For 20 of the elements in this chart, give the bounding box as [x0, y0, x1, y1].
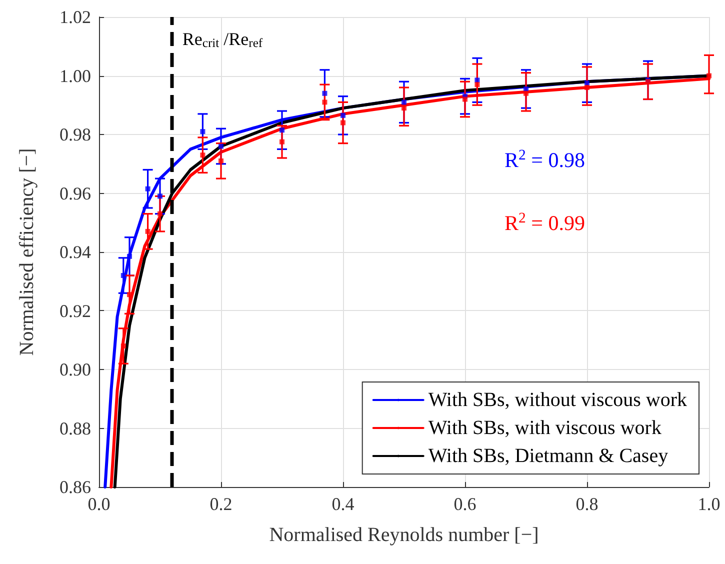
- x-tick-label: 0.2: [210, 494, 232, 514]
- x-tick-label: 0.6: [454, 494, 476, 514]
- y-tick-label: 0.98: [60, 124, 91, 144]
- y-tick-label: 1.00: [60, 66, 91, 86]
- x-tick-label: 0.0: [88, 494, 110, 514]
- legend-label: With SBs, without viscous work: [428, 389, 688, 411]
- y-tick-label: 0.88: [60, 418, 91, 438]
- y-tick-label: 1.02: [60, 7, 91, 27]
- x-tick-label: 1.0: [698, 494, 720, 514]
- legend-label: With SBs, Dietmann & Casey: [428, 445, 668, 467]
- y-tick-label: 0.90: [60, 360, 91, 380]
- y-tick-label: 0.94: [60, 242, 91, 262]
- x-tick-label: 0.4: [332, 494, 354, 514]
- x-axis-title: Normalised Reynolds number [−]: [269, 524, 539, 546]
- legend-label: With SBs, with viscous work: [428, 417, 662, 439]
- y-tick-label: 0.92: [60, 300, 91, 321]
- y-axis-title: Normalised efficiency [−]: [16, 148, 38, 356]
- x-tick-label: 0.8: [576, 494, 598, 514]
- y-tick-label: 0.96: [60, 183, 91, 204]
- y-tick-label: 0.86: [60, 477, 91, 497]
